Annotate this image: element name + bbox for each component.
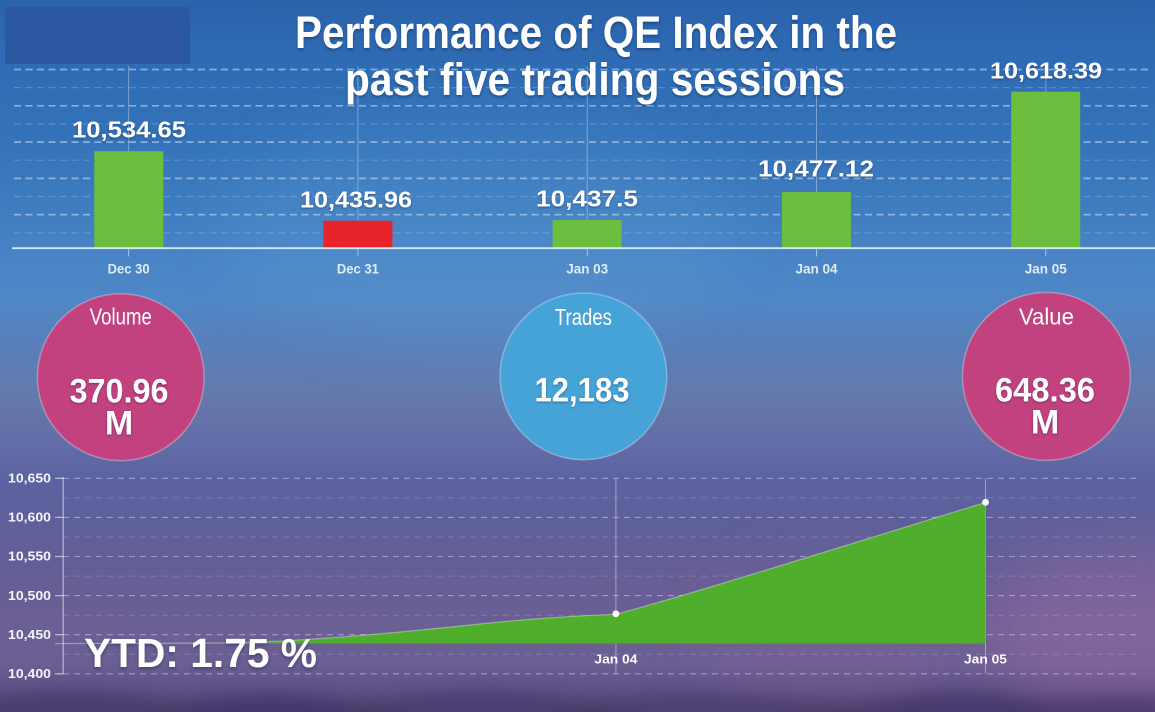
svg-text:past five trading sessions: past five trading sessions (345, 54, 845, 105)
svg-text:Jan 03: Jan 03 (566, 262, 608, 277)
svg-text:10,650: 10,650 (8, 472, 51, 486)
svg-text:10,618.39: 10,618.39 (990, 58, 1102, 84)
svg-text:10,600: 10,600 (8, 511, 51, 525)
svg-text:M: M (105, 405, 133, 443)
svg-text:Value: Value (1019, 304, 1074, 330)
svg-text:Jan 04: Jan 04 (796, 262, 838, 277)
svg-text:Dec 30: Dec 30 (108, 262, 150, 277)
svg-text:10,437.5: 10,437.5 (536, 186, 638, 212)
svg-text:10,450: 10,450 (8, 628, 51, 642)
svg-text:Volume: Volume (90, 304, 152, 330)
svg-text:370.96: 370.96 (70, 373, 169, 411)
svg-text:10,435.96: 10,435.96 (300, 186, 412, 212)
svg-text:Jan 05: Jan 05 (964, 652, 1007, 667)
svg-text:12,183: 12,183 (535, 372, 630, 410)
svg-text:Trades: Trades (555, 304, 612, 330)
svg-text:Jan 04: Jan 04 (594, 652, 638, 667)
svg-text:YTD: 1.75 %: YTD: 1.75 % (84, 630, 317, 676)
svg-text:10,400: 10,400 (8, 667, 51, 681)
svg-text:10,500: 10,500 (8, 589, 51, 603)
svg-text:10,477.12: 10,477.12 (758, 156, 874, 182)
svg-text:648.36: 648.36 (995, 372, 1095, 410)
svg-text:Performance of QE Index in the: Performance of QE Index in the (295, 7, 897, 58)
svg-text:Jan 05: Jan 05 (1025, 262, 1067, 277)
svg-text:M: M (1031, 404, 1059, 442)
svg-text:10,550: 10,550 (8, 550, 51, 564)
svg-text:Dec 31: Dec 31 (337, 262, 379, 277)
svg-text:10,534.65: 10,534.65 (72, 117, 186, 143)
